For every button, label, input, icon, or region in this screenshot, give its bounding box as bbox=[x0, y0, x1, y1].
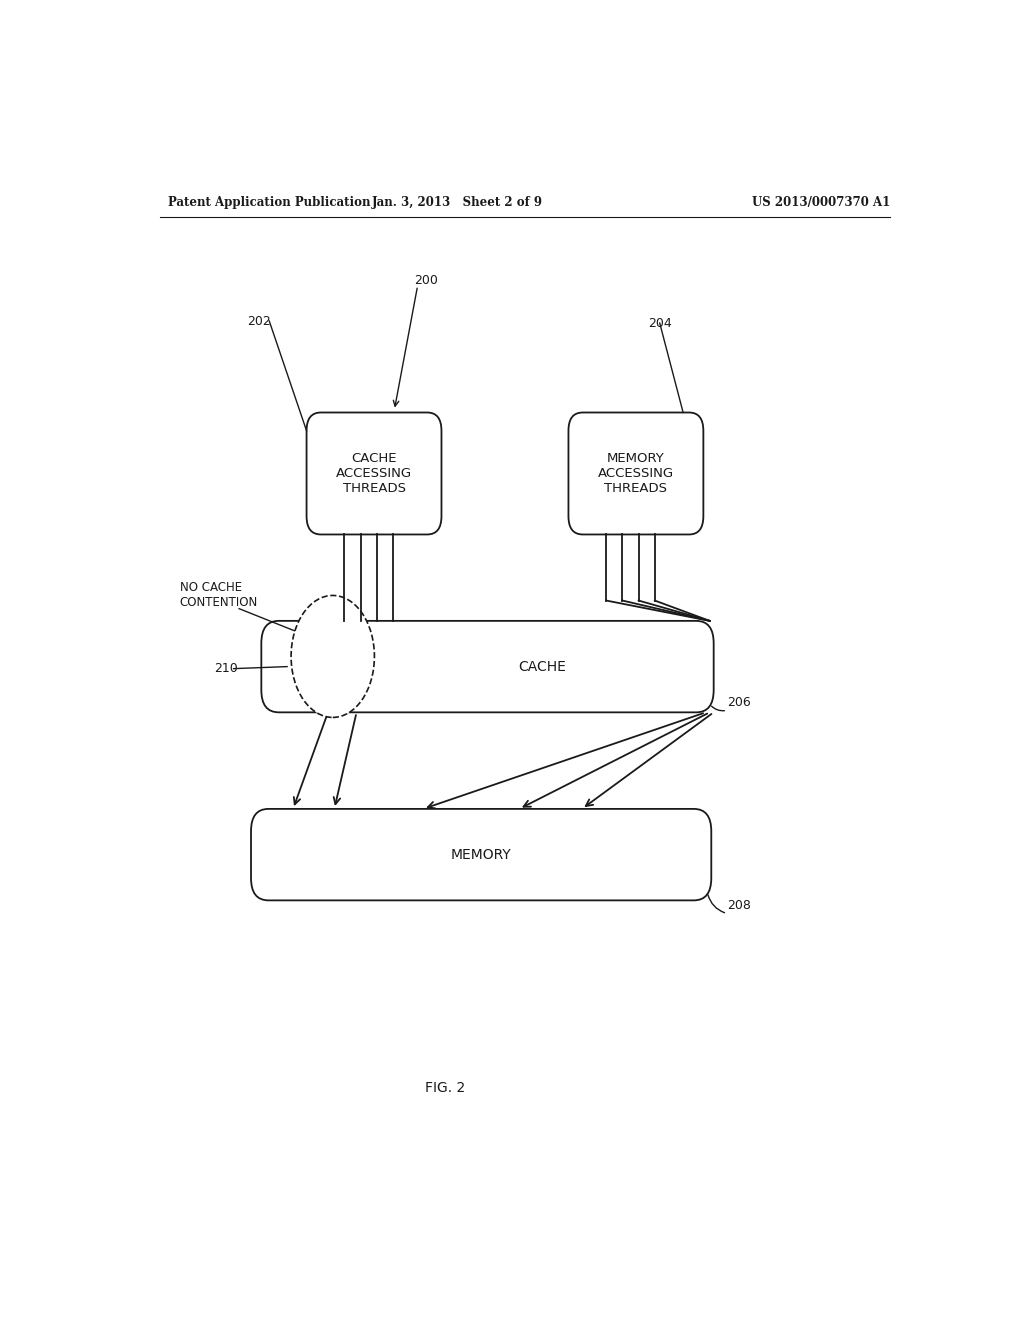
Text: CACHE
ACCESSING
THREADS: CACHE ACCESSING THREADS bbox=[336, 451, 412, 495]
Text: NO CACHE
CONTENTION: NO CACHE CONTENTION bbox=[179, 581, 258, 610]
FancyBboxPatch shape bbox=[261, 620, 714, 713]
Text: CACHE: CACHE bbox=[518, 660, 565, 673]
Text: Jan. 3, 2013   Sheet 2 of 9: Jan. 3, 2013 Sheet 2 of 9 bbox=[372, 195, 543, 209]
Text: MEMORY: MEMORY bbox=[451, 847, 512, 862]
Text: 210: 210 bbox=[214, 663, 238, 675]
FancyBboxPatch shape bbox=[251, 809, 712, 900]
Text: 200: 200 bbox=[414, 273, 437, 286]
Text: FIG. 2: FIG. 2 bbox=[425, 1081, 466, 1096]
Ellipse shape bbox=[291, 595, 375, 718]
Text: 204: 204 bbox=[648, 317, 672, 330]
Text: 208: 208 bbox=[727, 899, 751, 912]
Text: 206: 206 bbox=[727, 696, 751, 709]
FancyBboxPatch shape bbox=[568, 412, 703, 535]
Text: Patent Application Publication: Patent Application Publication bbox=[168, 195, 371, 209]
Text: US 2013/0007370 A1: US 2013/0007370 A1 bbox=[752, 195, 890, 209]
Text: 202: 202 bbox=[247, 314, 270, 327]
FancyBboxPatch shape bbox=[306, 412, 441, 535]
Text: MEMORY
ACCESSING
THREADS: MEMORY ACCESSING THREADS bbox=[598, 451, 674, 495]
